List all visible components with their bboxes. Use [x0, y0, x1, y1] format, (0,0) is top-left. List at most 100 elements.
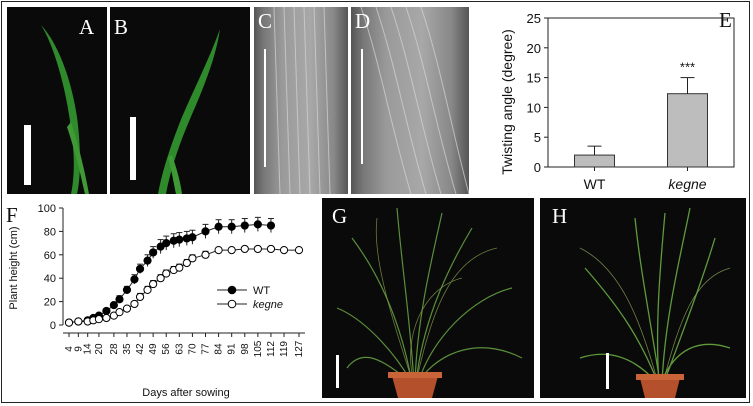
height-data-point — [175, 235, 184, 244]
height-data-point — [175, 263, 184, 272]
twist-y-tick-label: 5 — [534, 130, 541, 145]
plant-drawing-g — [336, 207, 523, 398]
height-data-point — [122, 285, 132, 295]
panel-g-plant-wt: G — [322, 198, 534, 398]
height-data-point — [266, 221, 276, 230]
height-data-point — [94, 315, 104, 324]
height-data-point — [135, 292, 145, 302]
height-y-tick-label: 0 — [50, 320, 56, 332]
sem-ridges-d — [360, 7, 469, 194]
twist-x-tick-label: WT — [584, 176, 606, 192]
height-data-point — [143, 256, 152, 265]
height-data-point — [266, 244, 276, 254]
twist-bar — [574, 154, 615, 168]
leaf-drawing-b — [158, 29, 220, 194]
panel-f-height-chart: 0 20 40 60 80 100 4 9 14 20 28 35 42 49 56 63 70 77 84 91 98… — [5, 200, 315, 400]
height-x-tick-label: 127 — [294, 340, 305, 357]
height-data-point — [253, 244, 262, 254]
panel-label-f: F — [6, 203, 18, 227]
panel-d-sem-kegne: D — [351, 7, 469, 194]
scale-bar-g — [336, 355, 339, 388]
height-data-point — [227, 246, 236, 255]
height-data-point — [149, 248, 158, 257]
height-x-tick-label: 70 — [187, 343, 198, 355]
height-data-point — [130, 275, 139, 284]
scale-bar-a — [24, 125, 31, 185]
panel-label-a: A — [79, 15, 95, 39]
panel-label-e: E — [719, 8, 732, 32]
height-x-tick-label: 84 — [214, 343, 225, 355]
height-x-tick-label: 14 — [83, 343, 94, 355]
height-y-tick-label: 20 — [44, 297, 56, 309]
height-y-tick-label: 40 — [44, 273, 56, 285]
height-data-point — [214, 222, 223, 231]
panel-a-leaf-wt: A — [7, 7, 107, 194]
height-data-point — [149, 279, 158, 289]
height-legend-marker — [227, 299, 237, 309]
height-x-tick-label: 20 — [94, 343, 105, 355]
leaf-drawing-a — [41, 25, 89, 194]
height-x-tick-label: 105 — [253, 340, 264, 357]
height-data-point — [279, 246, 289, 255]
height-y-tick-label: 100 — [38, 203, 56, 215]
panel-label-b: B — [114, 15, 129, 39]
height-data-point — [156, 274, 165, 283]
height-x-tick-label: 63 — [174, 343, 185, 355]
height-data-point — [102, 313, 111, 323]
height-y-axis-label: Plant height (cm) — [8, 226, 20, 309]
height-x-tick-label: 9 — [73, 346, 84, 352]
twist-y-tick-label: 10 — [527, 100, 541, 115]
panel-label-c: C — [258, 9, 273, 33]
panel-label-h: H — [552, 204, 568, 228]
height-data-point — [227, 222, 236, 231]
height-data-point — [130, 299, 139, 309]
height-data-point — [188, 233, 197, 242]
height-data-point — [214, 246, 223, 255]
height-y-tick-label: 60 — [44, 250, 56, 262]
height-x-tick-label: 49 — [148, 343, 159, 355]
height-legend-label: WT — [253, 285, 270, 297]
height-x-tick-label: 56 — [161, 343, 172, 355]
height-data-point — [74, 317, 83, 326]
height-data-point — [240, 221, 249, 230]
sem-ridges-c — [273, 7, 331, 194]
scale-bar-b — [130, 117, 136, 180]
height-data-point — [240, 244, 249, 254]
height-x-tick-label: 4 — [64, 346, 75, 352]
panel-h-plant-kegne: H — [540, 198, 746, 398]
twist-significance-label: *** — [680, 60, 695, 75]
twist-y-tick-label: 15 — [527, 71, 541, 86]
plant-drawing-h — [579, 207, 731, 398]
height-x-tick-label: 98 — [240, 343, 251, 355]
twist-x-tick-label: kegne — [668, 176, 706, 192]
scale-bar-c — [264, 49, 266, 167]
height-x-axis-label: Days after sowing — [142, 387, 229, 399]
panel-c-sem-wt: C — [254, 7, 348, 194]
height-data-point — [115, 295, 124, 304]
height-x-tick-label: 119 — [279, 341, 290, 357]
twist-y-axis-label: Twisting angle (degree) — [499, 29, 515, 175]
scale-bar-h — [606, 353, 609, 389]
height-data-point — [162, 239, 171, 248]
height-data-point — [64, 318, 74, 327]
height-data-point — [182, 258, 191, 268]
height-data-point — [143, 285, 152, 295]
twist-plot-frame — [547, 17, 735, 168]
height-y-tick-label: 80 — [44, 226, 56, 238]
height-x-tick-label: 28 — [109, 343, 120, 355]
height-data-point — [253, 220, 262, 229]
height-data-point — [294, 246, 304, 255]
height-data-point — [162, 269, 171, 278]
twist-y-tick-label: 25 — [527, 11, 541, 26]
twist-y-tick-label: 20 — [527, 41, 541, 56]
height-x-tick-label: 91 — [227, 343, 238, 355]
height-data-point — [122, 304, 132, 313]
panel-e-twist-chart: 0 5 10 15 20 25 WT kegne *** Twisting angle (de… — [472, 7, 744, 197]
height-data-point — [188, 254, 197, 263]
height-x-tick-label: 42 — [135, 343, 146, 355]
height-x-tick-label: 77 — [201, 343, 212, 355]
panel-b-leaf-kegne: B — [110, 7, 250, 194]
height-data-point — [115, 308, 124, 317]
